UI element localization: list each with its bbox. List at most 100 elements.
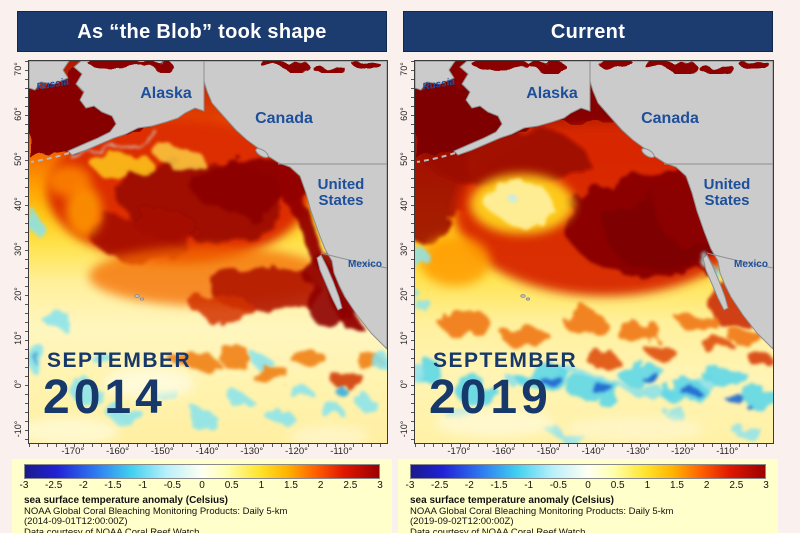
colorbar-tick-label: 2 [317,480,324,491]
latitude-tick-label: 50° [399,152,409,166]
colorbar-tick-label: -1 [138,480,148,491]
date-overlay: SEPTEMBER 2014 [43,349,191,424]
latitude-tick-label: 50° [13,152,23,166]
colorbar-tick-label: 2.5 [343,480,358,491]
label-alaska: Alaska [526,85,578,102]
latitude-tick-label: 70° [399,62,409,76]
caption-timestamp: (2014-09-01T12:00:00Z) [24,516,128,527]
panel-title-2014: As “the Blob” took shape [17,11,387,52]
tropical-orange-eddies [172,347,383,389]
caption-title: sea surface temperature anomaly (Celsius… [24,495,228,506]
latitude-tick-label: 30° [13,241,23,256]
label-canada: Canada [255,110,313,127]
latitude-tick-label: 40° [13,196,23,211]
map-figure-2019: 70° 60° 50° 40° 30° 20° 10° 0° -10° [398,60,778,458]
colorbar-tick-label: -0.5 [163,480,181,491]
colorbar-tick-label: 0 [585,480,591,491]
label-united: United [704,176,751,193]
colorbar-tick-label: 1 [644,480,651,491]
colorbar-tick-label: -3 [405,480,415,491]
latitude-tick-label: 10° [13,331,23,346]
longitude-axis: -170° -160° -150° -140° -130° -120° -110° [28,446,386,458]
caption-courtesy: Data courtesy of NOAA Coral Reef Watch [24,526,200,533]
longitude-tick-label: -130° [240,446,264,457]
panel-2014: As “the Blob” took shape 70° 60° 50° 40° 30°… [12,11,392,533]
label-mexico: Mexico [348,259,382,270]
colorbar-tick-label: -2.5 [431,480,449,491]
longitude-tick-label: -110° [330,446,353,457]
colorbar-tick-label: -2 [464,480,474,491]
label-mexico: Mexico [734,259,768,270]
longitude-tick-label: -150° [536,446,560,457]
latitude-tick-label: 20° [13,286,23,301]
colorbar-gradient [24,464,380,479]
latitude-tick-label: 60° [399,107,409,121]
colorbar-tick-label: 2 [703,480,710,491]
month-label: SEPTEMBER [433,349,577,372]
sst-map-2019: Russia Alaska Canada United States Mexic… [411,60,774,447]
latitude-tick-label: 0° [13,379,23,388]
geo-labels: Russia Alaska Canada United States Mexic… [422,76,768,270]
tropical-orange-eddies [439,311,772,366]
colorbar-tick-label: 1.5 [284,480,298,491]
colorbar-gradient [410,464,766,479]
caption-2014: sea surface temperature anomaly (Celsius… [12,493,392,533]
latitude-tick-label: -10° [399,420,409,437]
colorbar-ticks: -3 -2.5 -2 -1.5 -1 -0.5 0 0.5 1 1.5 2 2.5 3 [406,480,769,493]
label-united: United [318,176,365,193]
longitude-tick-label: -160° [106,446,129,457]
label-states: States [318,192,363,209]
caption-courtesy: Data courtesy of NOAA Coral Reef Watch [410,526,586,533]
geo-labels: Russia Alaska Canada United States Mexic… [36,76,382,270]
colorbar-tick-label: 2.5 [729,480,744,491]
colorbar-tick-label: 0.5 [610,480,625,491]
longitude-tick-label: -170° [61,446,85,457]
sst-map-2014: Russia Alaska Canada United States Mexic… [25,60,388,447]
longitude-tick-label: -140° [195,446,219,457]
latitude-tick-label: -10° [13,420,23,437]
sst-map-2014-svg: Russia Alaska Canada United States Mexic… [29,61,387,443]
longitude-tick-label: -120° [671,446,694,457]
colorbar-section-2014: -3 -2.5 -2 -1.5 -1 -0.5 0 0.5 1 1.5 2 2.5 3 sea surf… [12,459,392,533]
label-states: States [704,192,749,209]
panel-2019: Current 70° 60° 50° 40° 30° 20° 10° 0° -10° [398,11,778,533]
latitude-tick-label: 40° [399,196,409,211]
colorbar-tick-label: -1.5 [104,480,122,491]
colorbar-section-2019: -3 -2.5 -2 -1.5 -1 -0.5 0 0.5 1 1.5 2 2.5 3 sea surf… [398,459,778,533]
caption-timestamp: (2019-09-02T12:00:00Z) [410,516,514,527]
warm-anomaly-blobs [47,119,361,333]
colorbar-tick-label: -1.5 [490,480,508,491]
longitude-tick-label: -150° [150,446,174,457]
longitude-tick-label: -110° [716,446,739,457]
arctic-warm-channels [472,61,768,71]
colorbar-ticks: -3 -2.5 -2 -1.5 -1 -0.5 0 0.5 1 1.5 2 2.5 3 [20,480,383,493]
colorbar-tick-label: 1 [258,480,265,491]
caption-product-line: NOAA Global Coral Bleaching Monitoring P… [410,505,674,517]
panel-title-2019: Current [403,11,773,52]
year-label: 2019 [429,371,552,424]
month-label: SEPTEMBER [47,349,191,372]
longitude-tick-label: -120° [285,446,308,457]
map-figure-2014: 70° 60° 50° 40° 30° 20° 10° 0° -10° [12,60,392,458]
longitude-tick-label: -160° [492,446,515,457]
sst-map-2019-svg: Russia Alaska Canada United States Mexic… [415,61,773,443]
colorbar-tick-label: -1 [524,480,534,491]
latitude-tick-label: 0° [399,379,409,388]
colorbar-tick-label: 0 [199,480,205,491]
caption-product-line: NOAA Global Coral Bleaching Monitoring P… [24,505,288,517]
latitude-tick-label: 30° [399,241,409,256]
pale-patches [29,367,369,443]
colorbar-tick-label: 3 [377,480,383,491]
colorbar-tick-label: -2.5 [45,480,63,491]
latitude-tick-label: 20° [399,286,409,301]
pale-patches [435,409,705,441]
colorbar-tick-label: -2 [78,480,88,491]
longitude-tick-label: -170° [447,446,471,457]
longitude-axis: -170° -160° -150° -140° -130° -120° -110° [414,446,772,458]
latitude-tick-label: 70° [13,62,23,76]
caption-2019: sea surface temperature anomaly (Celsius… [398,493,778,533]
year-label: 2014 [43,371,166,424]
longitude-tick-label: -140° [581,446,605,457]
arctic-warm-channels [88,61,379,71]
